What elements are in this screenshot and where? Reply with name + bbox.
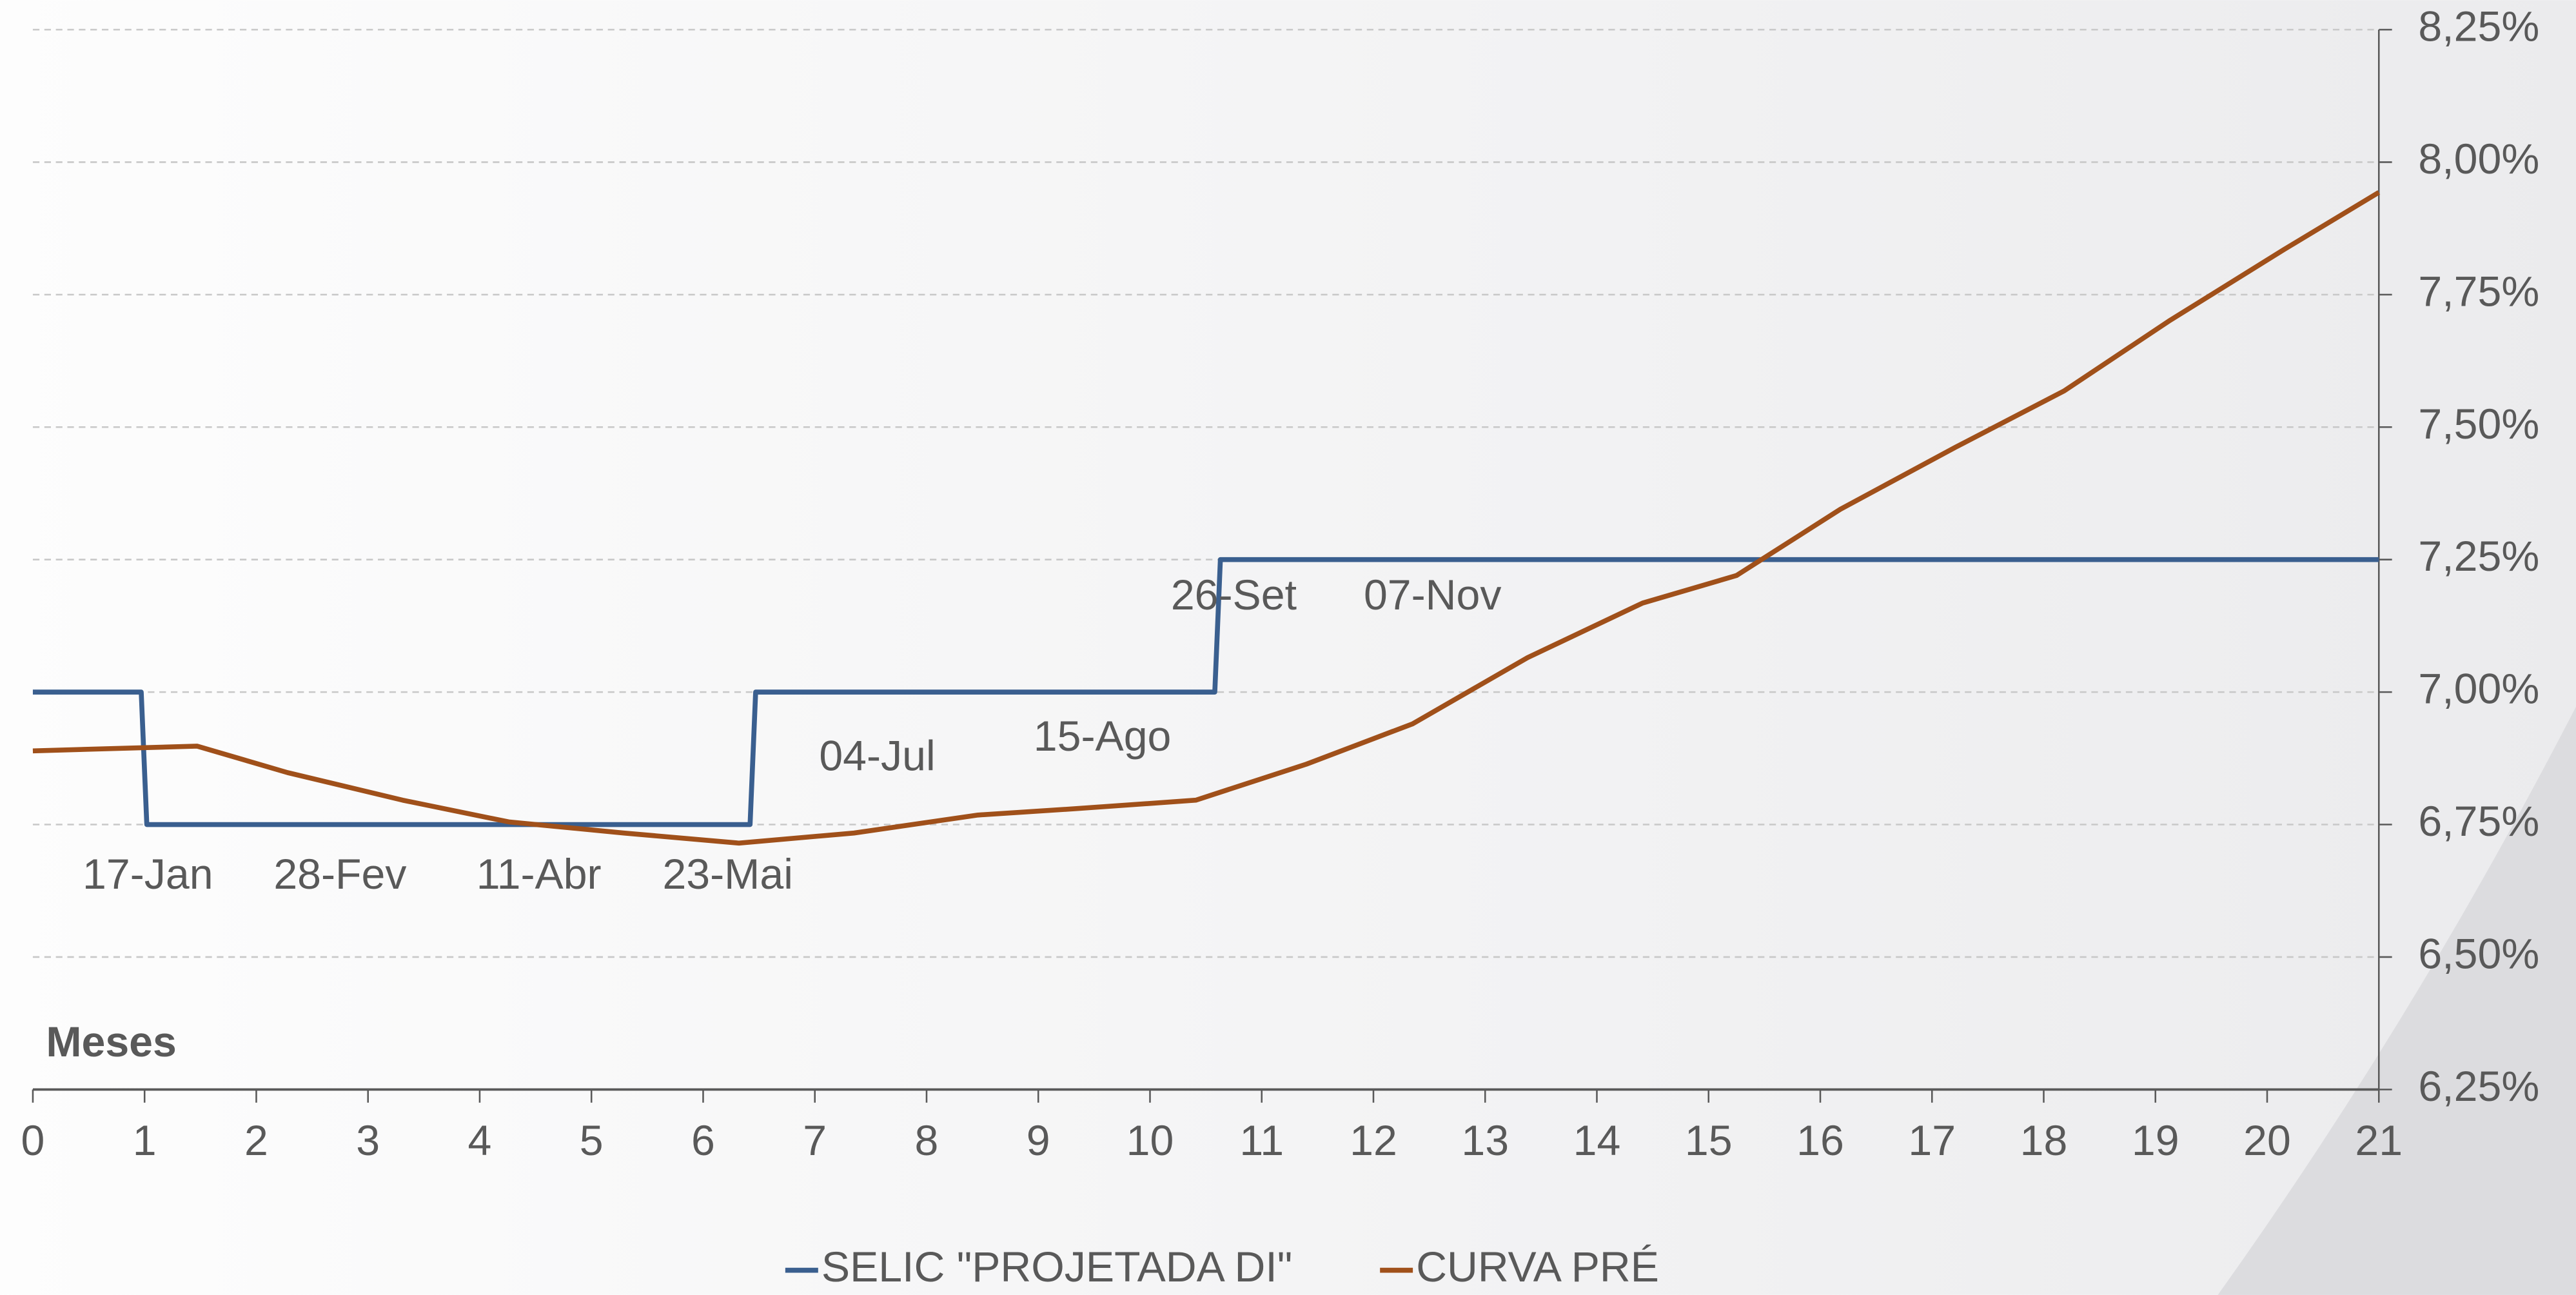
x-tick-label: 2 [244,1117,268,1165]
x-tick-label: 5 [580,1117,604,1165]
annotation: 04-Jul [819,733,935,780]
x-tick-label: 12 [1350,1117,1397,1165]
x-tick-label: 21 [2355,1117,2403,1165]
x-tick-label: 9 [1027,1117,1050,1165]
annotation: 07-Nov [1364,571,1502,619]
annotation: 26-Set [1171,571,1297,619]
y-tick-label: 7,25% [2418,533,2539,580]
x-tick-label: 4 [468,1117,492,1165]
legend-label: CURVA PRÉ [1416,1243,1659,1291]
x-tick-label: 11 [1239,1117,1284,1165]
series-line [32,557,2379,827]
x-tick-label: 13 [1461,1117,1509,1165]
annotation: 28-Fev [273,851,406,898]
x-tick-label: 3 [356,1117,380,1165]
annotation: 15-Ago [1034,713,1172,760]
x-tick-label: 6 [691,1117,715,1165]
x-tick-label: 10 [1126,1117,1174,1165]
annotation: 11-Abr [477,851,602,898]
y-tick-label: 6,50% [2418,930,2539,978]
x-tick-label: 7 [803,1117,827,1165]
x-tick-label: 20 [2243,1117,2291,1165]
x-tick-label: 14 [1573,1117,1621,1165]
x-tick-label: 8 [915,1117,939,1165]
x-tick-label: 15 [1685,1117,1733,1165]
y-tick-label: 7,75% [2418,268,2539,315]
series-line [32,190,2381,846]
x-tick-label: 17 [1908,1117,1956,1165]
y-tick-label: 8,00% [2418,135,2539,183]
x-tick-label: 16 [1796,1117,1844,1165]
y-tick-label: 6,25% [2418,1063,2539,1111]
x-tick-label: 19 [2132,1117,2179,1165]
y-tick-label: 8,25% [2418,3,2539,51]
decor-swoosh [2217,706,2576,1295]
y-tick-label: 6,75% [2418,798,2539,845]
x-tick-label: 0 [21,1117,45,1165]
y-tick-label: 7,50% [2418,400,2539,448]
x-tick-label: 1 [133,1117,157,1165]
annotation: 23-Mai [662,851,792,898]
x-axis-label: Meses [46,1018,177,1066]
legend-label: SELIC "PROJETADA DI" [821,1243,1292,1291]
y-tick-label: 7,00% [2418,666,2539,713]
annotation: 17-Jan [83,851,213,898]
x-tick-label: 18 [2020,1117,2068,1165]
